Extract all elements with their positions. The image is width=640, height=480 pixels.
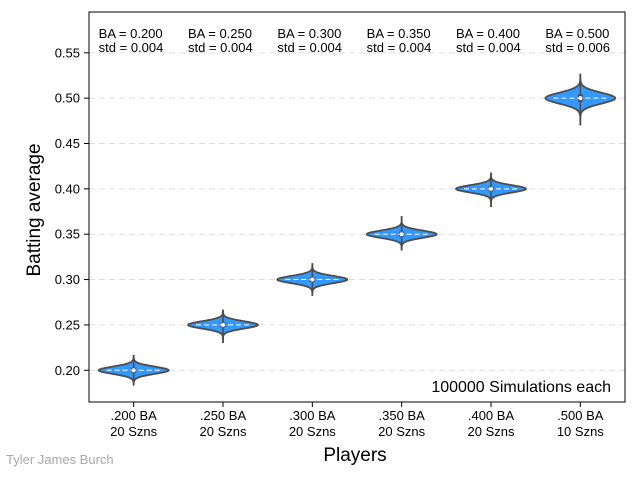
violin-median-dot bbox=[489, 186, 493, 191]
violin-2 bbox=[187, 309, 259, 344]
ba-annotation: BA = 0.250 bbox=[188, 26, 252, 41]
x-tick-label-line2: 20 Szns bbox=[289, 424, 336, 439]
y-tick-label: 0.35 bbox=[55, 227, 80, 242]
y-tick-label: 0.55 bbox=[55, 45, 80, 60]
x-tick-label-line2: 10 Szns bbox=[557, 424, 604, 439]
x-tick-label-line2: 20 Szns bbox=[200, 424, 247, 439]
y-tick-label: 0.40 bbox=[55, 181, 80, 196]
violin-median-dot bbox=[578, 96, 583, 101]
y-tick-label: 0.50 bbox=[55, 91, 80, 106]
y-axis-ticks: 0.20 0.25 0.30 0.35 0.40 0.45 0.50 0.55 bbox=[55, 45, 89, 378]
x-tick-label-line1: .250 BA bbox=[200, 408, 247, 423]
x-tick-label-line2: 20 Szns bbox=[468, 424, 515, 439]
std-annotation: std = 0.004 bbox=[367, 40, 432, 55]
x-tick-label-line2: 20 Szns bbox=[110, 424, 157, 439]
std-annotation: std = 0.006 bbox=[545, 40, 610, 55]
std-annotation: std = 0.004 bbox=[456, 40, 521, 55]
std-annotation: std = 0.004 bbox=[99, 40, 164, 55]
std-annotation: std = 0.004 bbox=[188, 40, 253, 55]
y-axis-title: Batting average bbox=[24, 143, 45, 276]
x-tick-label-line1: .400 BA bbox=[468, 408, 515, 423]
y-tick-label: 0.30 bbox=[55, 272, 80, 287]
violin-median-dot bbox=[131, 368, 136, 373]
author-credit: Tyler James Burch bbox=[6, 452, 114, 467]
violin-median-dot bbox=[310, 277, 315, 282]
y-tick-label: 0.45 bbox=[55, 136, 80, 151]
violin-3 bbox=[276, 263, 349, 296]
violin-median-dot bbox=[221, 322, 225, 327]
violin-4 bbox=[365, 216, 438, 251]
x-tick-label-line1: .300 BA bbox=[289, 408, 336, 423]
std-annotation: std = 0.004 bbox=[277, 40, 342, 55]
y-tick-label: 0.25 bbox=[55, 317, 80, 332]
violin-1 bbox=[97, 354, 170, 386]
x-tick-label-line2: 20 Szns bbox=[378, 424, 425, 439]
ba-annotation: BA = 0.300 bbox=[277, 26, 341, 41]
violins bbox=[97, 73, 617, 386]
ba-annotation: BA = 0.200 bbox=[99, 26, 163, 41]
violin-median-dot bbox=[399, 232, 404, 237]
x-axis-title: Players bbox=[323, 445, 386, 466]
ba-annotation: BA = 0.350 bbox=[367, 26, 431, 41]
x-tick-label-line1: .500 BA bbox=[557, 408, 604, 423]
x-tick-label-line1: .350 BA bbox=[379, 408, 426, 423]
violin-6 bbox=[544, 73, 617, 126]
ba-annotation: BA = 0.400 bbox=[456, 26, 520, 41]
y-tick-label: 0.20 bbox=[55, 363, 80, 378]
simulations-note: 100000 Simulations each bbox=[431, 379, 611, 396]
violin-5 bbox=[455, 172, 527, 207]
grid-lines bbox=[89, 52, 625, 371]
x-tick-label-line1: .200 BA bbox=[111, 408, 158, 423]
plot-frame bbox=[88, 11, 626, 403]
ba-annotation: BA = 0.500 bbox=[545, 26, 609, 41]
